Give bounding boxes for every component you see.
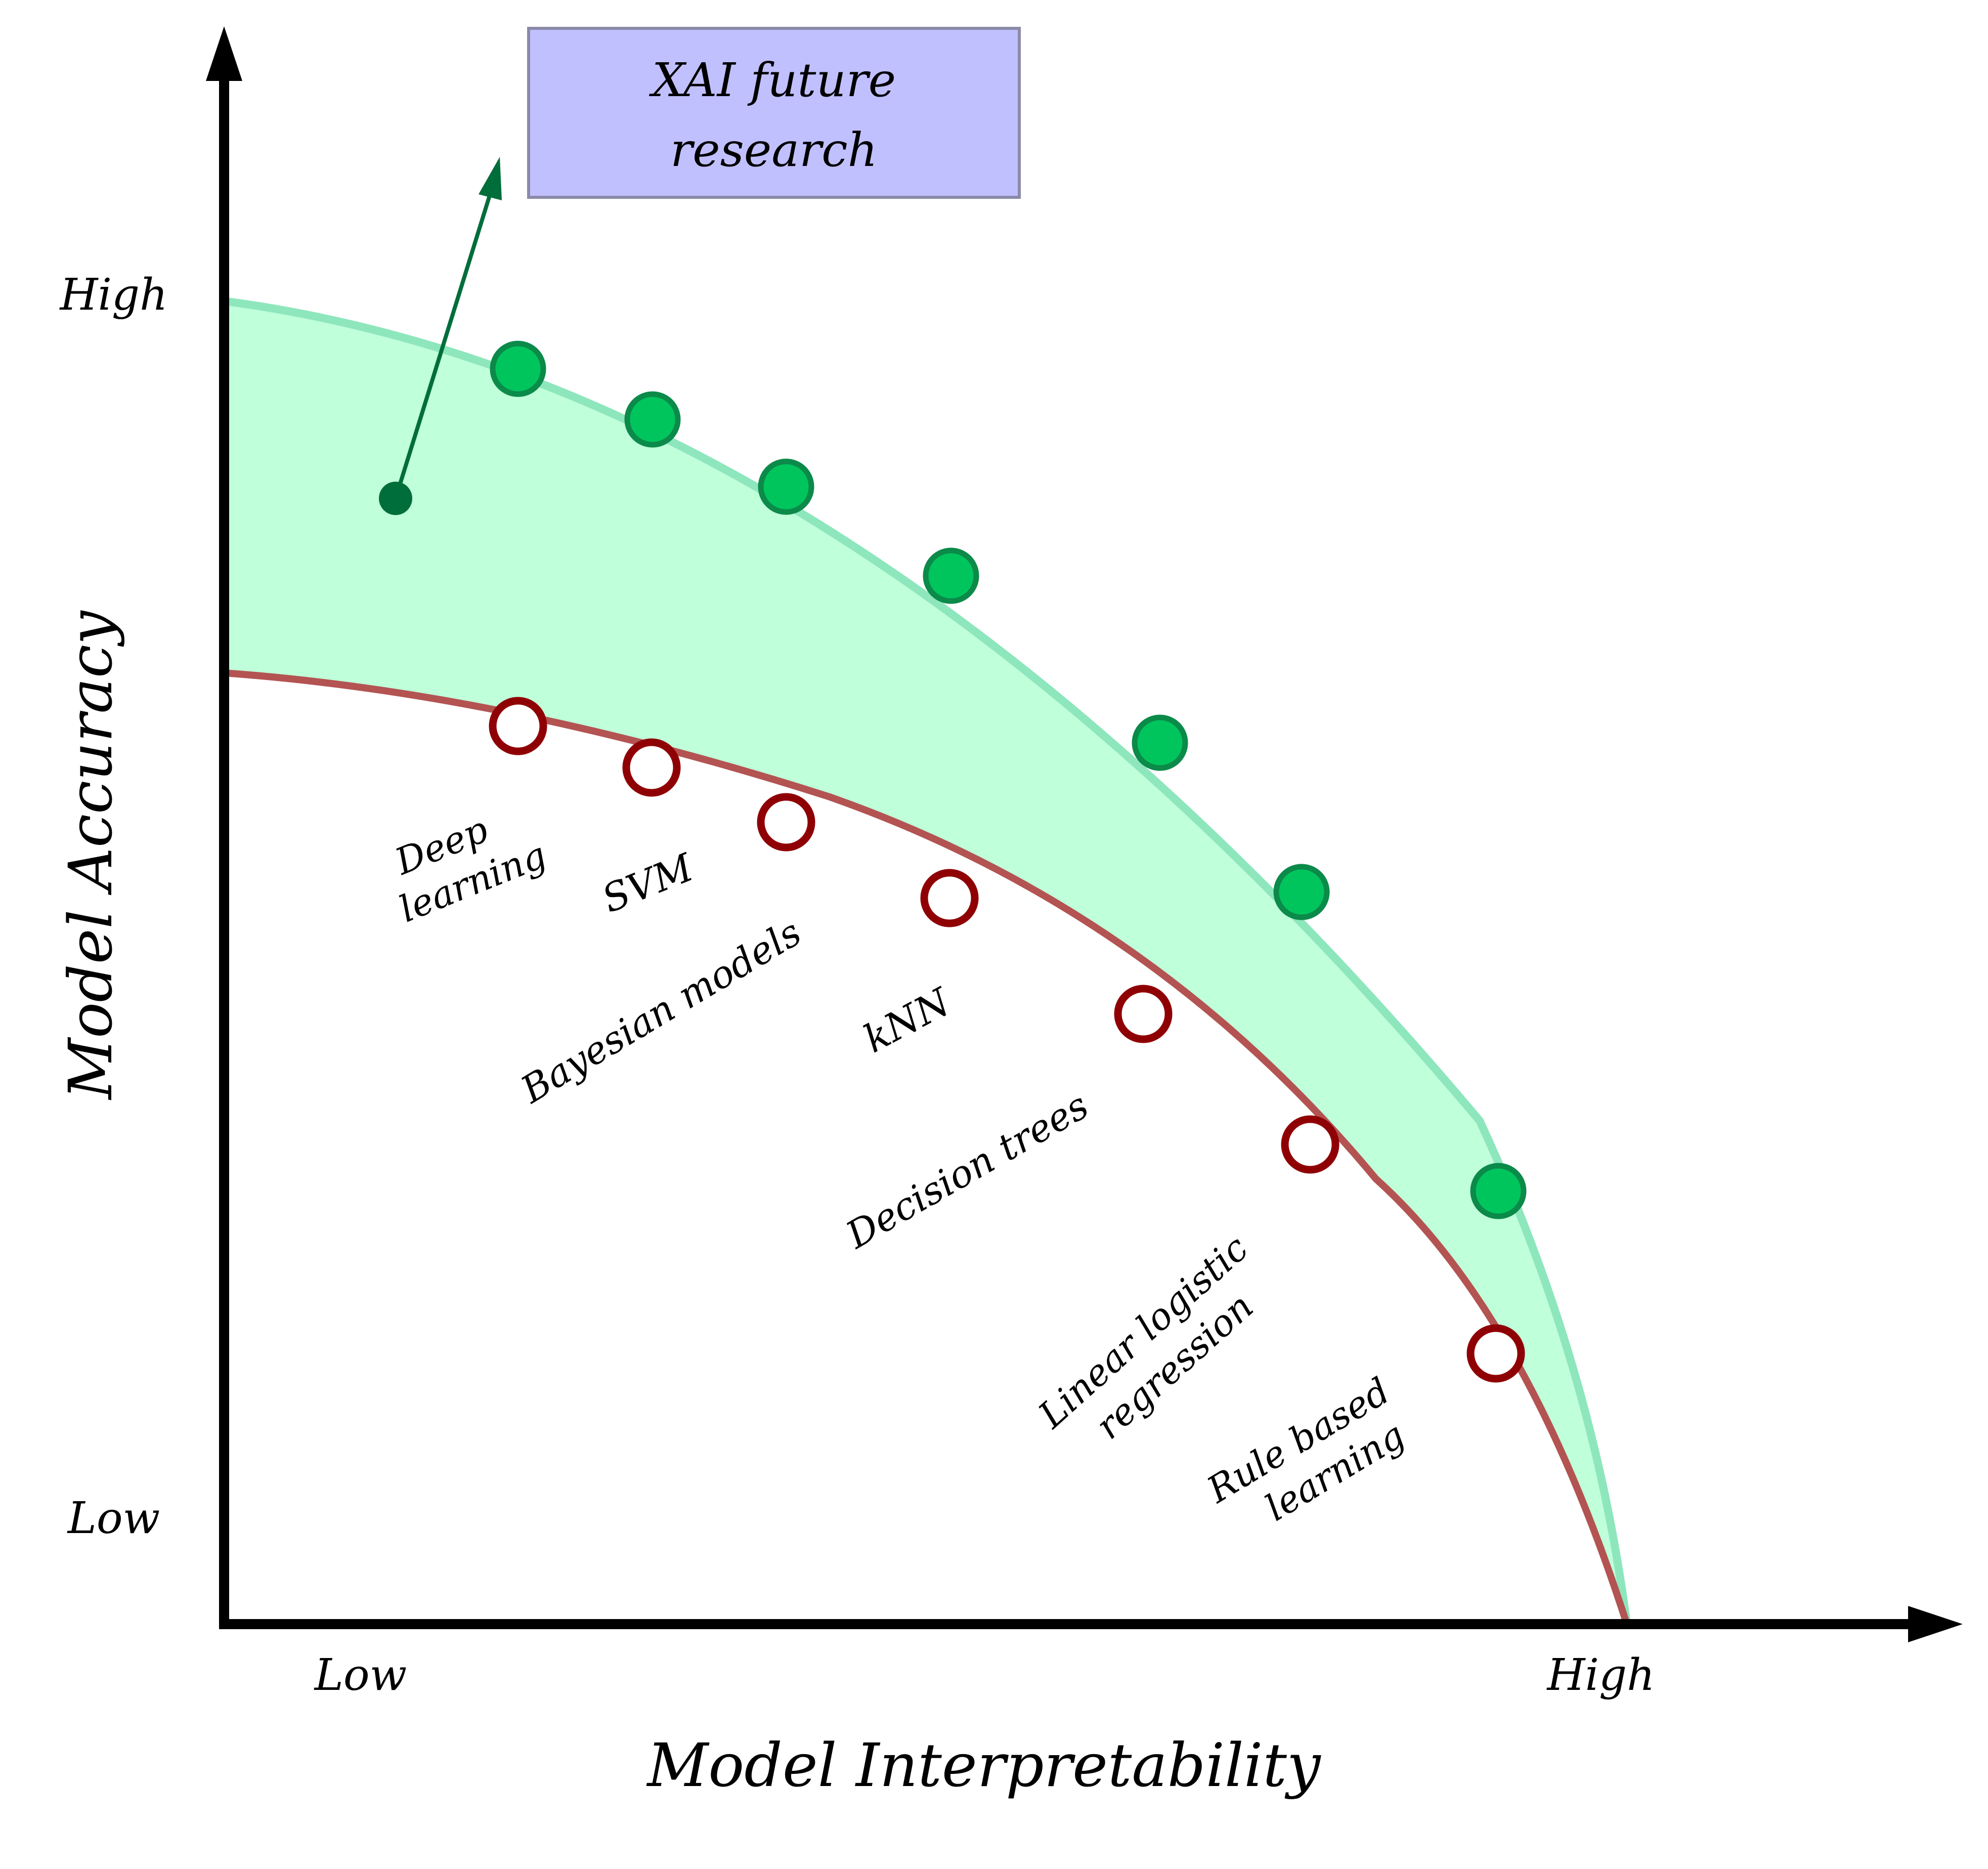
- future-point-bayesian: [758, 458, 814, 515]
- current-point-linear-logistic: [1281, 1115, 1339, 1174]
- model-label-deep-learning: Deep learning: [388, 808, 552, 931]
- x-low-label: Low: [314, 1650, 407, 1701]
- model-label-bayesian: Bayesian models: [513, 911, 809, 1112]
- model-label-line: SVM: [596, 844, 701, 922]
- current-point-rule-based: [1466, 1324, 1525, 1383]
- x-high-label: High: [1546, 1650, 1655, 1701]
- future-point-deep-learning: [490, 341, 546, 397]
- research-start-dot: [379, 482, 412, 515]
- y-axis-title: Model Accuracy: [56, 610, 125, 1100]
- future-point-svm: [624, 391, 681, 448]
- model-label-knn: kNN: [856, 979, 959, 1061]
- current-point-svm: [622, 738, 681, 797]
- future-point-linear-logistic: [1273, 864, 1330, 920]
- current-point-bayesian: [757, 793, 815, 852]
- x-axis-arrowhead: [1908, 1606, 1963, 1642]
- model-label-svm: SVM: [596, 844, 701, 922]
- current-point-knn: [920, 869, 979, 927]
- model-label-linear-logistic: Linear logistic regression: [1029, 1227, 1261, 1448]
- model-label-decision-trees: Decision trees: [838, 1084, 1096, 1258]
- current-point-decision-trees: [1114, 985, 1173, 1043]
- improvement-band: [224, 301, 1627, 1624]
- research-trend-arrow: [394, 191, 493, 499]
- y-axis-arrowhead: [206, 26, 242, 81]
- current-point-deep-learning: [489, 697, 547, 755]
- model-label-line: Bayesian models: [513, 911, 809, 1112]
- callout-line-1: XAI future: [649, 53, 896, 107]
- xai-future-research-box: [527, 27, 1021, 199]
- future-frontier-curve: [220, 297, 1631, 1628]
- future-point-rule-based: [1470, 1163, 1527, 1219]
- model-label-rule-based: Rule based learning: [1199, 1369, 1412, 1529]
- y-low-label: Low: [67, 1493, 160, 1544]
- model-label-line: kNN: [856, 979, 959, 1061]
- callout-line-2: research: [670, 123, 878, 177]
- future-point-decision-trees: [1132, 714, 1188, 771]
- y-high-label: High: [59, 270, 168, 320]
- future-point-knn: [923, 547, 979, 604]
- x-axis-title: Model Interpretability: [646, 1730, 1321, 1800]
- model-label-line: Decision trees: [838, 1084, 1096, 1258]
- future-points: [490, 341, 1527, 1219]
- current-points: [489, 697, 1525, 1383]
- research-trend-arrowhead: [479, 157, 502, 200]
